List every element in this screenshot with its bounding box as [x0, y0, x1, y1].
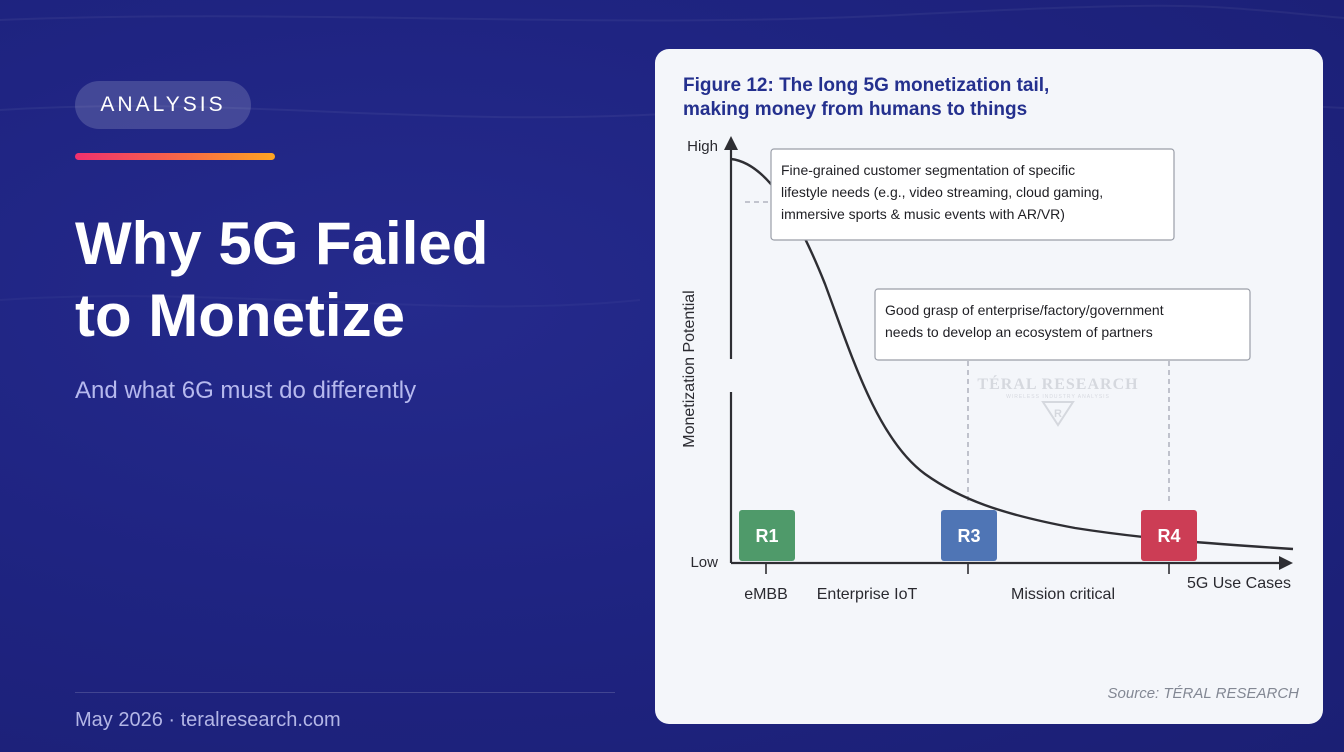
marker-r4: R4: [1141, 510, 1197, 561]
category-enterprise-iot: Enterprise IoT: [817, 586, 918, 603]
section-badge: ANALYSIS: [75, 81, 251, 129]
watermark: TÉRAL RESEARCH WIRELESS INDUSTRY ANALYSI…: [977, 374, 1138, 427]
callout-consumer-line-3: immersive sports & music events with AR/…: [781, 206, 1065, 222]
callout-enterprise-line-2: needs to develop an ecosystem of partner…: [885, 324, 1153, 340]
figure-title-line-2: making money from humans to things: [683, 99, 1028, 120]
page-title-line-1: Why 5G Failed: [75, 210, 489, 277]
figure-title-line-1: Figure 12: The long 5G monetization tail…: [683, 75, 1050, 96]
svg-text:immersive sports & music event: immersive sports & music events with AR/…: [781, 206, 1065, 222]
accent-bar: [75, 153, 275, 160]
callout-enterprise: Good grasp of enterprise/factory/governm…: [874, 288, 1251, 361]
figure-title: Figure 12: The long 5G monetization tail…: [683, 74, 1203, 122]
marker-r1-label: R1: [755, 526, 778, 546]
page-title: Why 5G Failed to Monetize: [75, 208, 615, 352]
svg-text:needs to develop an ecosystem: needs to develop an ecosystem of partner…: [885, 324, 1153, 340]
watermark-logo-icon: [1041, 401, 1075, 427]
y-axis-high-label: High: [687, 138, 718, 155]
x-axis-arrow-icon: [1279, 556, 1293, 570]
marker-r1: R1: [739, 510, 795, 561]
callout-consumer: Fine-grained customer segmentation of sp…: [770, 148, 1175, 241]
figure-source: Source: TÉRAL RESEARCH: [1107, 685, 1299, 702]
x-axis-title: 5G Use Cases: [1187, 575, 1291, 592]
page-subtitle: And what 6G must do differently: [75, 377, 417, 404]
marker-r4-label: R4: [1157, 526, 1180, 546]
category-embb: eMBB: [744, 586, 788, 603]
y-axis-arrow-icon: [724, 136, 738, 150]
category-mission-critical: Mission critical: [1011, 586, 1115, 603]
callout-enterprise-line-1: Good grasp of enterprise/factory/governm…: [885, 302, 1164, 318]
figure-card: Figure 12: The long 5G monetization tail…: [655, 49, 1323, 724]
watermark-logo-letter: R: [1054, 408, 1062, 420]
y-axis-low-label: Low: [690, 554, 718, 571]
callout-consumer-line-1: Fine-grained customer segmentation of sp…: [781, 162, 1075, 178]
watermark-name: TÉRAL RESEARCH: [977, 374, 1138, 393]
svg-text:Good grasp of enterprise/facto: Good grasp of enterprise/factory/governm…: [885, 302, 1164, 318]
y-axis-title: Monetization Potential: [681, 290, 698, 447]
footer-text: May 2026 · teralresearch.com: [75, 709, 341, 731]
svg-text:lifestyle needs (e.g., video s: lifestyle needs (e.g., video streaming, …: [781, 184, 1103, 200]
marker-r3: R3: [941, 510, 997, 561]
footer-divider: [75, 692, 615, 693]
marker-r3-label: R3: [957, 526, 980, 546]
svg-text:Fine-grained customer segmenta: Fine-grained customer segmentation of sp…: [781, 162, 1075, 178]
callout-consumer-line-2: lifestyle needs (e.g., video streaming, …: [781, 184, 1103, 200]
watermark-tagline: WIRELESS INDUSTRY ANALYSIS: [1006, 394, 1110, 400]
monetization-diagram: TÉRAL RESEARCH WIRELESS INDUSTRY ANALYSI…: [681, 136, 1294, 603]
page-title-line-2: to Monetize: [75, 282, 405, 349]
